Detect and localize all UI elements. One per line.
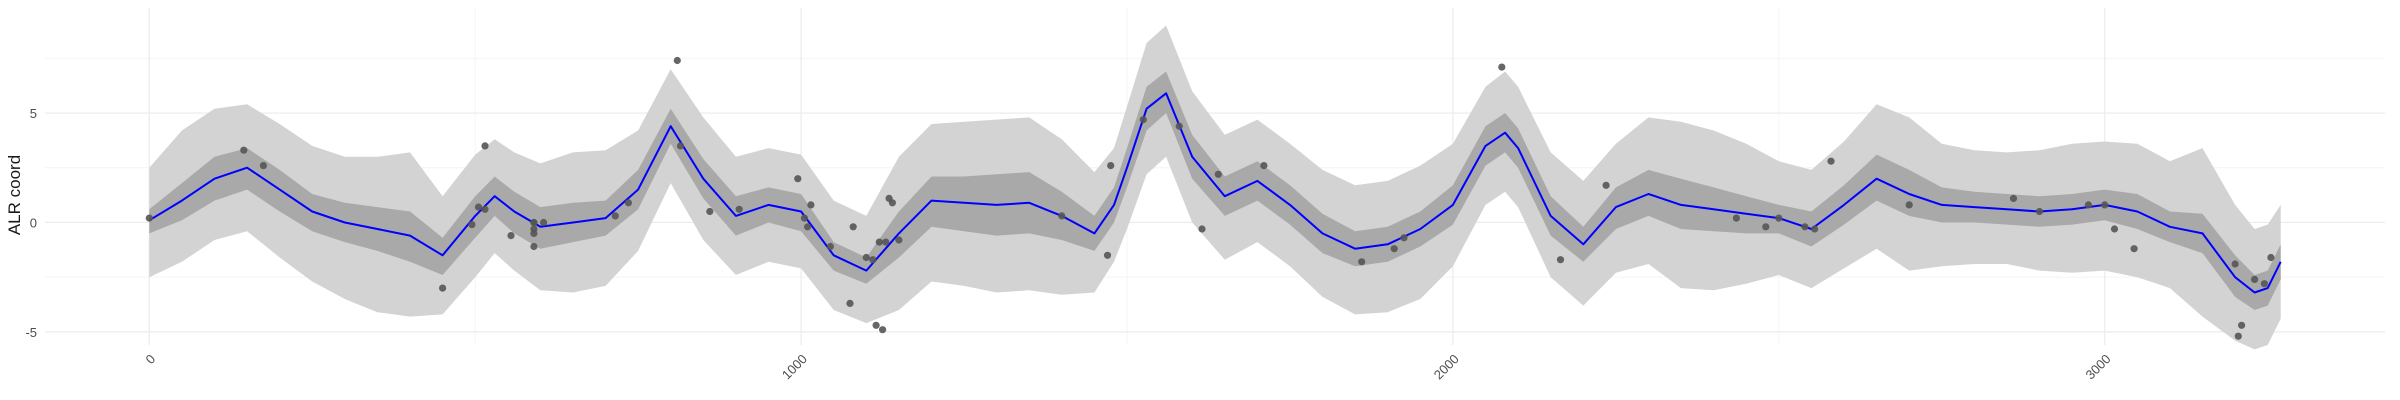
observation-point bbox=[1358, 258, 1366, 266]
observation-point bbox=[846, 299, 854, 307]
observation-point bbox=[800, 214, 809, 222]
observation-point bbox=[540, 218, 548, 227]
observation-point bbox=[2234, 332, 2242, 340]
observation-point bbox=[1775, 214, 1783, 222]
observation-point bbox=[2260, 280, 2268, 288]
observation-point bbox=[875, 238, 883, 246]
observation-point bbox=[706, 207, 714, 216]
y-tick-label: 5 bbox=[30, 106, 37, 121]
observation-point bbox=[888, 199, 897, 207]
observation-point bbox=[2110, 225, 2119, 233]
observation-point bbox=[1175, 122, 1183, 130]
observation-point bbox=[794, 175, 802, 183]
observation-point bbox=[1198, 225, 1206, 233]
observation-point bbox=[1107, 162, 1115, 170]
credible-bands bbox=[149, 25, 2281, 350]
observation-point bbox=[826, 242, 835, 251]
observation-point bbox=[1827, 157, 1835, 165]
inner-credible-band bbox=[149, 71, 2281, 310]
observation-point bbox=[259, 162, 267, 170]
observation-point bbox=[895, 236, 903, 244]
observation-point bbox=[849, 223, 857, 231]
observation-point bbox=[530, 242, 538, 251]
observation-point bbox=[1801, 223, 1809, 231]
observation-point bbox=[240, 146, 248, 154]
observation-point bbox=[879, 326, 887, 334]
observation-point bbox=[2251, 275, 2259, 283]
observation-point bbox=[1214, 170, 1222, 178]
observation-point bbox=[1260, 162, 1268, 170]
observation-point bbox=[2035, 207, 2044, 216]
observation-point bbox=[624, 199, 633, 207]
observation-point bbox=[468, 221, 476, 229]
observation-point bbox=[474, 203, 483, 211]
observation-point bbox=[882, 238, 890, 246]
observation-point bbox=[611, 212, 619, 220]
observation-point bbox=[1732, 214, 1740, 222]
y-axis-title: ALR coord bbox=[5, 155, 24, 235]
observation-point bbox=[481, 142, 489, 150]
observation-point bbox=[1498, 63, 1506, 71]
observation-point bbox=[2084, 201, 2092, 209]
observation-point bbox=[2267, 253, 2275, 262]
observation-point bbox=[1811, 225, 1819, 233]
observation-point bbox=[1400, 234, 1408, 242]
observation-point bbox=[1762, 223, 1770, 231]
observation-point bbox=[676, 142, 685, 150]
observation-point bbox=[1139, 116, 1147, 124]
observation-point bbox=[1058, 212, 1066, 220]
observation-point bbox=[2238, 321, 2246, 329]
observation-point bbox=[807, 201, 815, 209]
observation-point bbox=[1905, 201, 1913, 209]
observation-point bbox=[1390, 245, 1398, 253]
observation-points bbox=[145, 56, 2275, 340]
observation-point bbox=[1103, 251, 1112, 259]
observation-point bbox=[530, 218, 538, 227]
observation-point bbox=[862, 253, 870, 262]
posterior-mean-line bbox=[148, 92, 2282, 294]
observation-point bbox=[1556, 256, 1565, 264]
observation-point bbox=[872, 321, 880, 329]
observation-point bbox=[673, 56, 681, 65]
observation-point bbox=[2231, 260, 2239, 268]
observation-point bbox=[2101, 201, 2109, 209]
observation-point bbox=[869, 256, 877, 264]
observation-point bbox=[735, 205, 743, 213]
observation-point bbox=[439, 284, 447, 292]
observation-point bbox=[530, 225, 538, 233]
observation-point bbox=[507, 232, 515, 240]
observation-point bbox=[481, 205, 489, 213]
observation-point bbox=[1602, 181, 1610, 189]
y-tick-label: 0 bbox=[30, 215, 37, 230]
y-tick-label: -5 bbox=[25, 325, 37, 340]
observation-point bbox=[2130, 245, 2138, 253]
mean-line bbox=[148, 92, 2282, 294]
observation-point bbox=[804, 223, 812, 231]
observation-point bbox=[2009, 194, 2018, 202]
observation-point bbox=[145, 214, 153, 222]
